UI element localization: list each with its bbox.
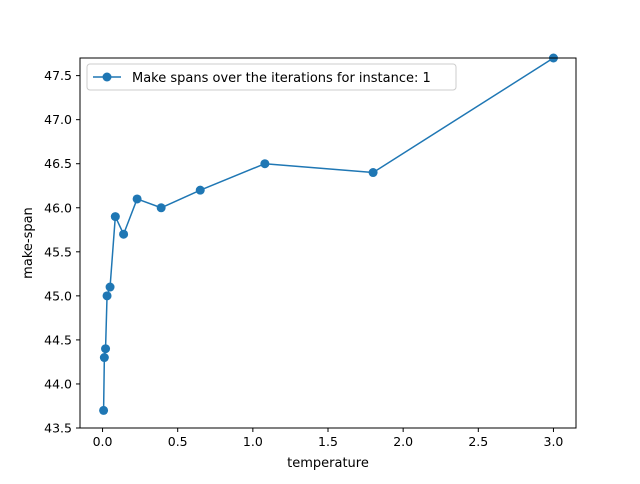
x-axis-ticks: 0.0 0.5 1.0 1.5 2.0 2.5 3.0 (93, 428, 564, 449)
data-point (132, 194, 142, 204)
data-point (368, 168, 378, 178)
legend-box (86, 63, 457, 91)
data-point (195, 185, 205, 195)
x-tick-label: 0.0 (93, 434, 113, 449)
data-point (101, 344, 111, 354)
data-point (99, 405, 109, 415)
data-point (156, 203, 166, 213)
x-tick-label: 2.0 (393, 434, 413, 449)
y-axis-label: make-span (21, 207, 36, 279)
y-tick-label: 47.0 (44, 112, 72, 127)
x-tick-label: 1.5 (318, 434, 338, 449)
legend: Make spans over the iterations for insta… (86, 63, 457, 91)
y-tick-label: 44.0 (44, 376, 72, 391)
data-point (119, 229, 129, 239)
data-point (99, 353, 109, 363)
y-tick-label: 47.5 (44, 68, 72, 83)
x-tick-label: 0.5 (168, 434, 188, 449)
x-tick-label: 3.0 (544, 434, 564, 449)
y-tick-label: 46.0 (44, 200, 72, 215)
x-tick-label: 1.0 (243, 434, 263, 449)
data-point (260, 159, 270, 169)
y-tick-label: 45.0 (44, 288, 72, 303)
legend-entry-label: Make spans over the iterations for insta… (132, 71, 431, 86)
x-axis-label: temperature (287, 456, 369, 471)
y-axis-ticks: 43.5 44.0 44.5 45.0 45.5 46.0 46.5 47.0 47.5 (44, 68, 80, 436)
legend-marker-swatch (102, 72, 112, 82)
y-tick-label: 43.5 (44, 421, 72, 436)
plot-frame (79, 57, 577, 429)
data-point (110, 212, 120, 222)
y-tick-label: 45.5 (44, 244, 72, 259)
x-tick-label: 2.5 (468, 434, 488, 449)
y-tick-label: 44.5 (44, 332, 72, 347)
series-layer (99, 53, 558, 415)
data-point (102, 291, 112, 301)
y-tick-label: 46.5 (44, 156, 72, 171)
data-point (105, 282, 115, 292)
